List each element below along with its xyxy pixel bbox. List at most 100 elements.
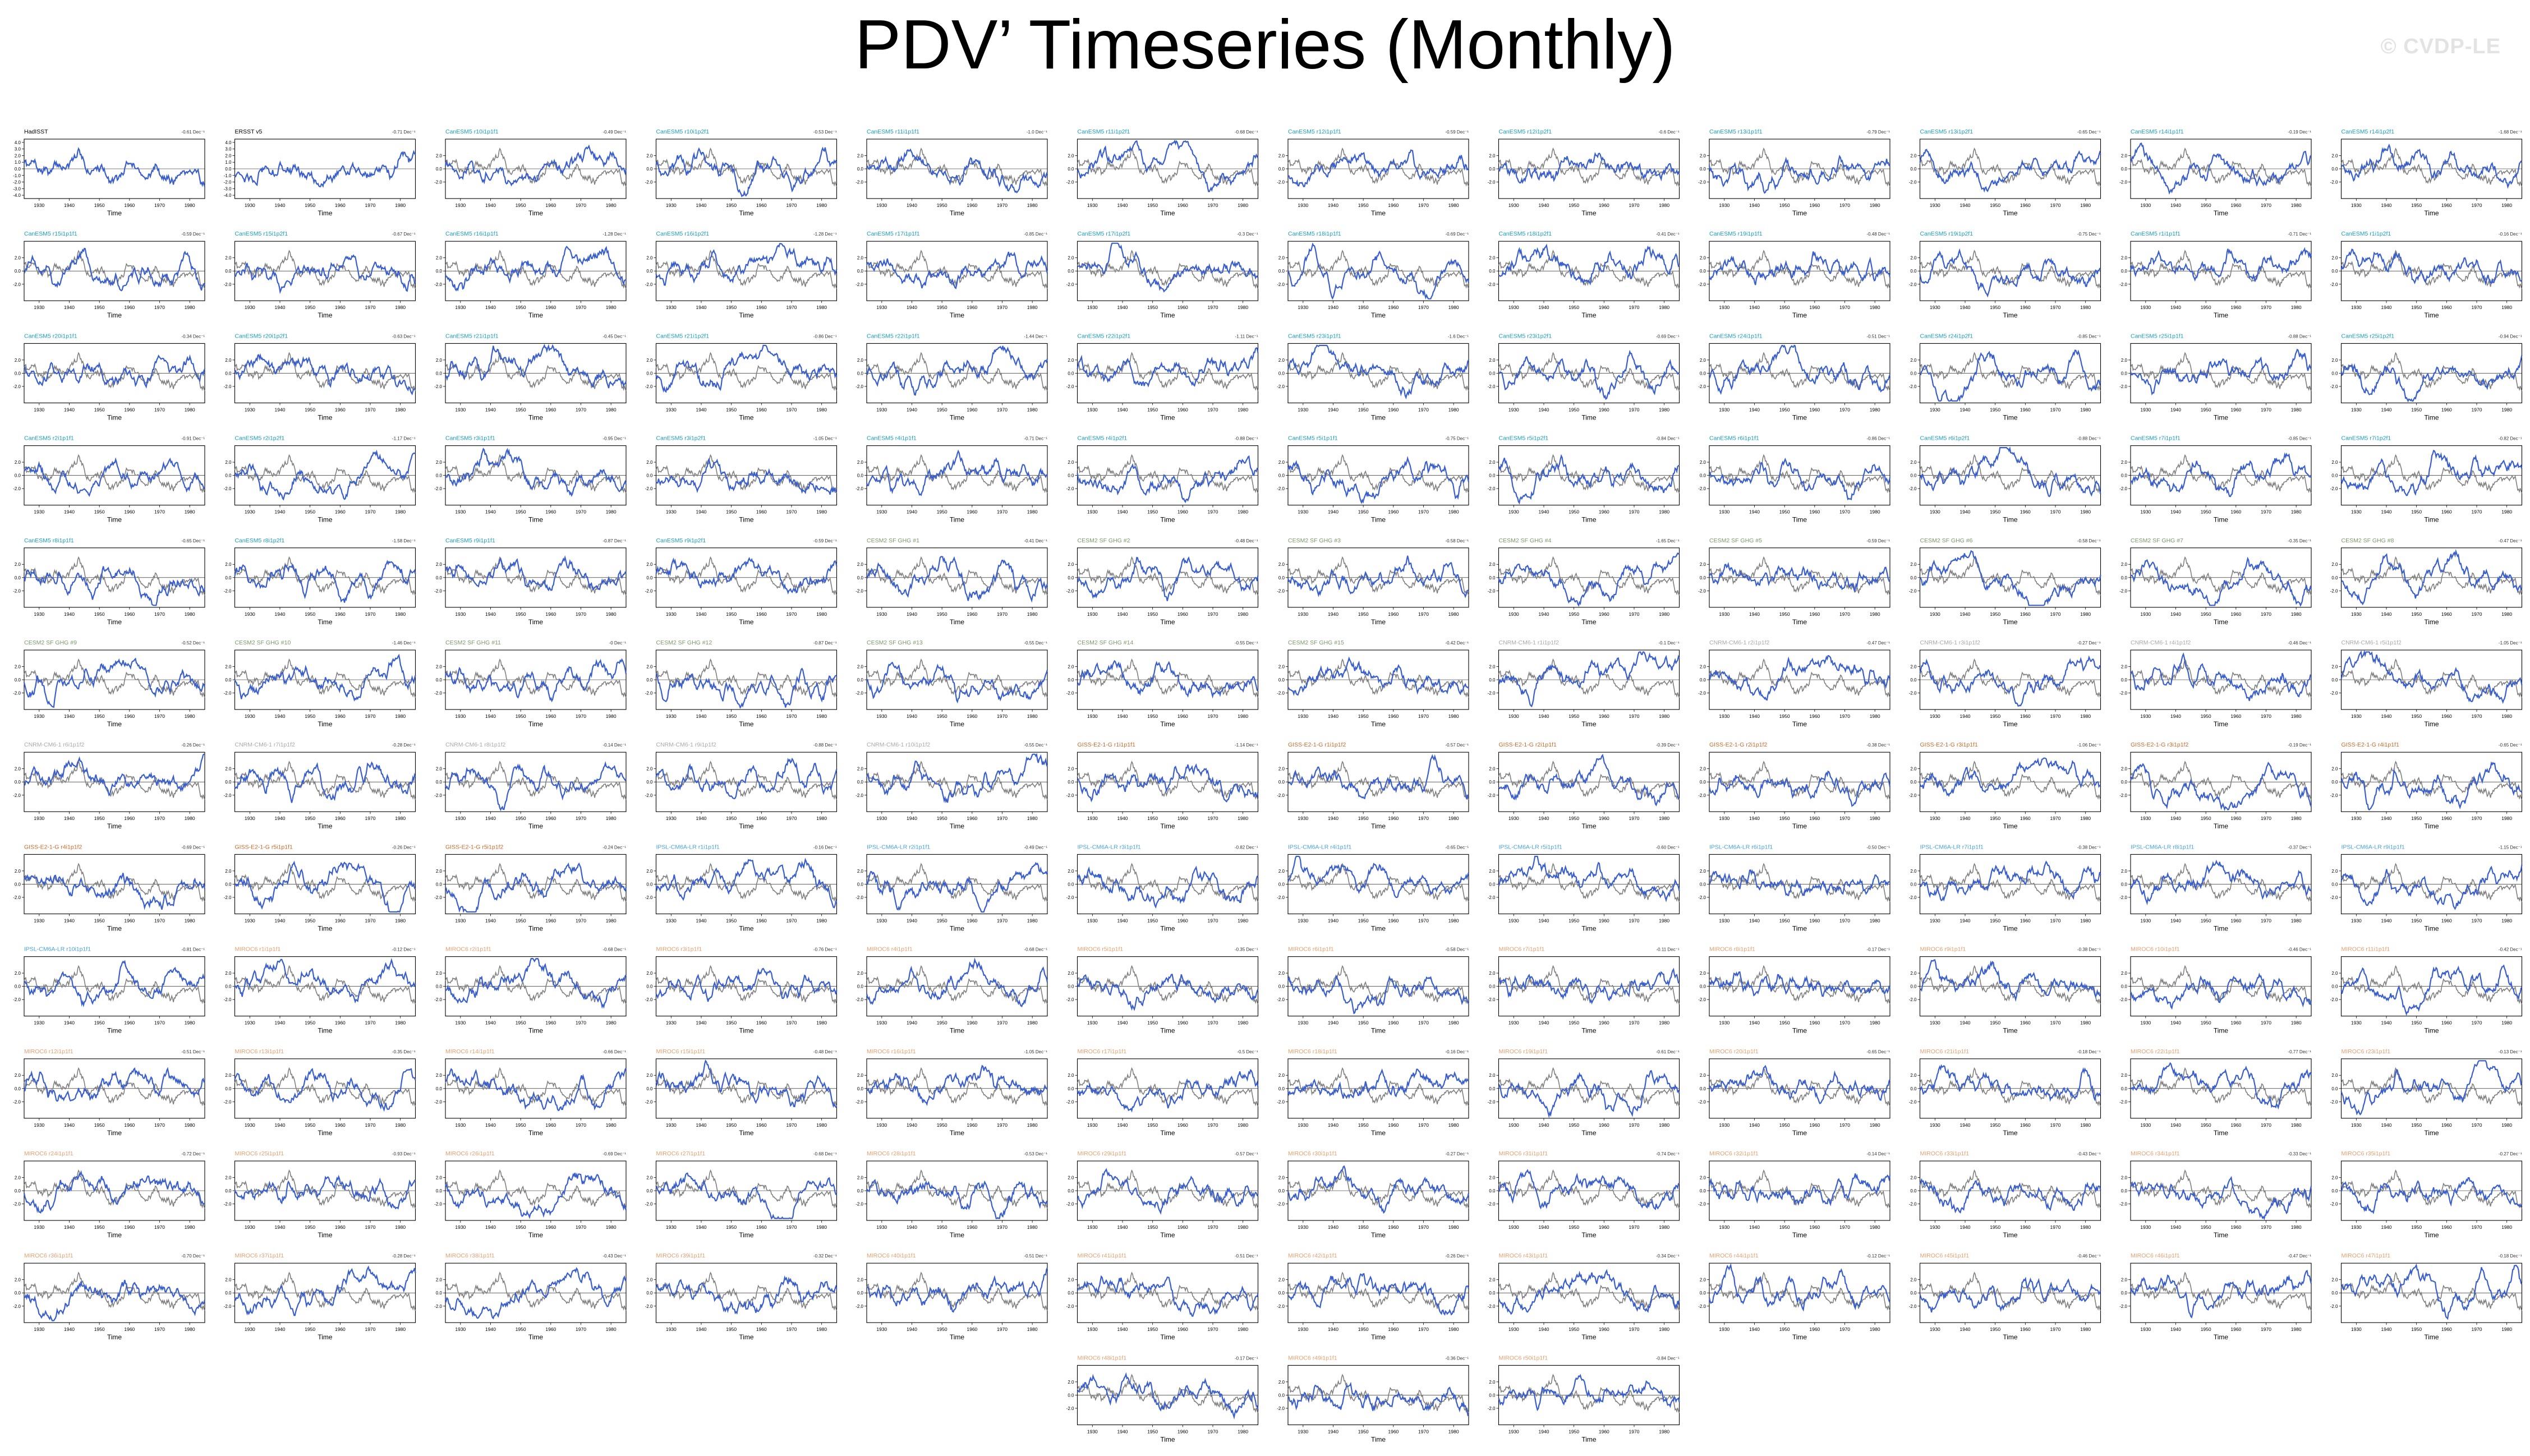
x-tick-label: 1930	[1298, 509, 1308, 515]
x-tick-label: 1970	[2472, 918, 2482, 923]
x-axis-label: Time	[2424, 822, 2439, 830]
panel-label: IPSL-CM6A-LR r9i1p1f1	[2342, 844, 2405, 850]
y-tick-label: -3.0	[224, 186, 232, 191]
model-series-line	[444, 658, 627, 703]
x-tick-label: 1970	[1208, 1020, 1218, 1026]
panel-112: MIROC6 r15i1p1f1 -0.48 Dec⁻¹2.00.0-2.0193…	[645, 1048, 838, 1137]
y-tick-label: 2.0	[15, 460, 21, 465]
panel-trend: -0.39 Dec⁻¹	[1656, 743, 1680, 748]
observed-series-line	[234, 556, 416, 596]
panel-53: CESM2 SF GHG #1 -0.41 Dec⁻¹2.00.0-2.01930…	[855, 537, 1048, 626]
x-tick-label: 1960	[124, 611, 135, 617]
x-tick-label: 1940	[696, 918, 707, 923]
x-tick-label: 1970	[1629, 1429, 1640, 1434]
x-tick-label: 1930	[1719, 1122, 1729, 1128]
observed-series-line	[445, 1271, 627, 1311]
observed-series-line	[24, 761, 205, 800]
y-tick-label: -2.0	[1066, 691, 1074, 696]
x-axis-label: Time	[1160, 618, 1175, 626]
y-tick-label: -2.0	[1277, 588, 1285, 593]
panel-56: CESM2 SF GHG #4 -1.65 Dec⁻¹2.00.0-2.01930…	[1488, 537, 1680, 626]
x-tick-label: 1940	[275, 611, 286, 617]
x-tick-label: 1930	[876, 1122, 887, 1128]
observed-series-line	[655, 863, 838, 902]
x-axis-label: Time	[739, 1129, 754, 1137]
model-series-line	[445, 1067, 627, 1112]
x-tick-label: 1950	[516, 918, 526, 923]
panel-trend: -0.16 Dec⁻¹	[1445, 1049, 1469, 1054]
x-tick-label: 1950	[94, 202, 105, 208]
panel-trend: -0.3 Dec⁻¹	[1237, 232, 1258, 237]
panel-trend: -0.16 Dec⁻¹	[813, 845, 837, 850]
y-tick-label: -2.0	[434, 691, 442, 696]
model-series-line	[2340, 864, 2523, 910]
x-tick-label: 1970	[2050, 1020, 2061, 1026]
panel-label: CanESM5 r14i1p1f1	[2131, 128, 2184, 135]
x-tick-label: 1960	[335, 509, 346, 515]
panel-48: CanESM5 r7i1p2f1 -0.82 Dec⁻¹2.00.0-2.0193…	[2330, 435, 2523, 524]
x-tick-label: 1970	[1629, 611, 1640, 617]
x-tick-label: 1980	[2501, 305, 2512, 310]
panel-120: MIROC6 r23i1p1f1 -0.13 Dec⁻¹2.00.0-2.0193…	[2330, 1048, 2523, 1137]
y-tick-label: 0.0	[1910, 167, 1917, 172]
x-axis-label: Time	[1371, 311, 1386, 319]
y-tick-label: -2.0	[1909, 691, 1917, 696]
y-tick-label: -2.0	[1698, 486, 1706, 491]
x-tick-label: 1930	[1087, 918, 1098, 923]
panel-66: CESM2 SF GHG #14 -0.55 Dec⁻¹2.00.0-2.0193…	[1066, 639, 1259, 728]
model-series-line	[1287, 975, 1469, 1015]
y-tick-label: 0.0	[436, 1086, 443, 1091]
observed-series-line	[1498, 1169, 1680, 1209]
x-tick-label: 1970	[1839, 1020, 1850, 1026]
x-tick-label: 1970	[1418, 713, 1429, 719]
panel-36: CanESM5 r25i1p2f1 -0.94 Dec⁻¹2.00.0-2.019…	[2330, 333, 2523, 421]
x-axis-label: Time	[528, 618, 544, 626]
x-tick-label: 1930	[34, 509, 44, 515]
model-series-line	[1498, 1169, 1680, 1210]
x-tick-label: 1960	[545, 713, 556, 719]
observed-series-line	[655, 352, 838, 391]
x-tick-label: 1930	[666, 1020, 677, 1026]
panel-trend: -0.33 Dec⁻¹	[2288, 1151, 2311, 1156]
observed-series-line	[2130, 147, 2312, 187]
model-series-line	[1919, 149, 2101, 193]
x-axis-label: Time	[1792, 822, 1807, 830]
observed-series-line	[2340, 556, 2523, 596]
model-series-line	[1708, 154, 1890, 194]
model-series-line	[866, 148, 1048, 193]
observed-series-line	[24, 1169, 205, 1209]
panel-5: CanESM5 r11i1p1f1 -1.0 Dec⁻¹2.00.0-2.0193…	[855, 128, 1048, 217]
observed-series-line	[1919, 147, 2101, 187]
y-tick-label: 2.0	[1068, 1073, 1074, 1078]
observed-series-line	[1498, 863, 1680, 902]
x-tick-label: 1930	[1508, 1020, 1519, 1026]
y-tick-label: 0.0	[1278, 780, 1285, 785]
x-tick-label: 1970	[786, 305, 797, 310]
x-tick-label: 1950	[1779, 1326, 1790, 1332]
x-tick-label: 1980	[1659, 815, 1669, 821]
x-tick-label: 1950	[94, 918, 105, 923]
y-tick-label: 0.0	[1278, 575, 1285, 580]
observed-series-line	[1077, 147, 1259, 187]
x-tick-label: 1970	[1839, 1224, 1850, 1230]
x-tick-label: 1970	[997, 1020, 1008, 1026]
x-tick-label: 1940	[2381, 815, 2392, 821]
model-series-line	[866, 1065, 1048, 1107]
y-tick-label: 0.0	[15, 1086, 21, 1091]
y-tick-label: 0.0	[1910, 371, 1917, 376]
y-tick-label: -2.0	[1488, 1099, 1496, 1104]
y-tick-label: -2.0	[1909, 1304, 1917, 1309]
x-tick-label: 1970	[154, 815, 165, 821]
x-axis-label: Time	[528, 413, 544, 421]
x-tick-label: 1980	[1870, 713, 1880, 719]
x-axis-label: Time	[528, 1231, 544, 1239]
observed-series-line	[445, 658, 627, 698]
y-tick-label: 2.0	[1700, 460, 1706, 465]
y-tick-label: 2.0	[1068, 971, 1074, 976]
x-axis-label: Time	[950, 209, 965, 217]
observed-series-line	[2130, 863, 2312, 902]
x-tick-label: 1980	[816, 407, 827, 412]
observed-series-line	[445, 863, 627, 902]
model-series-line	[866, 957, 1048, 1007]
observed-series-line	[866, 1169, 1048, 1209]
